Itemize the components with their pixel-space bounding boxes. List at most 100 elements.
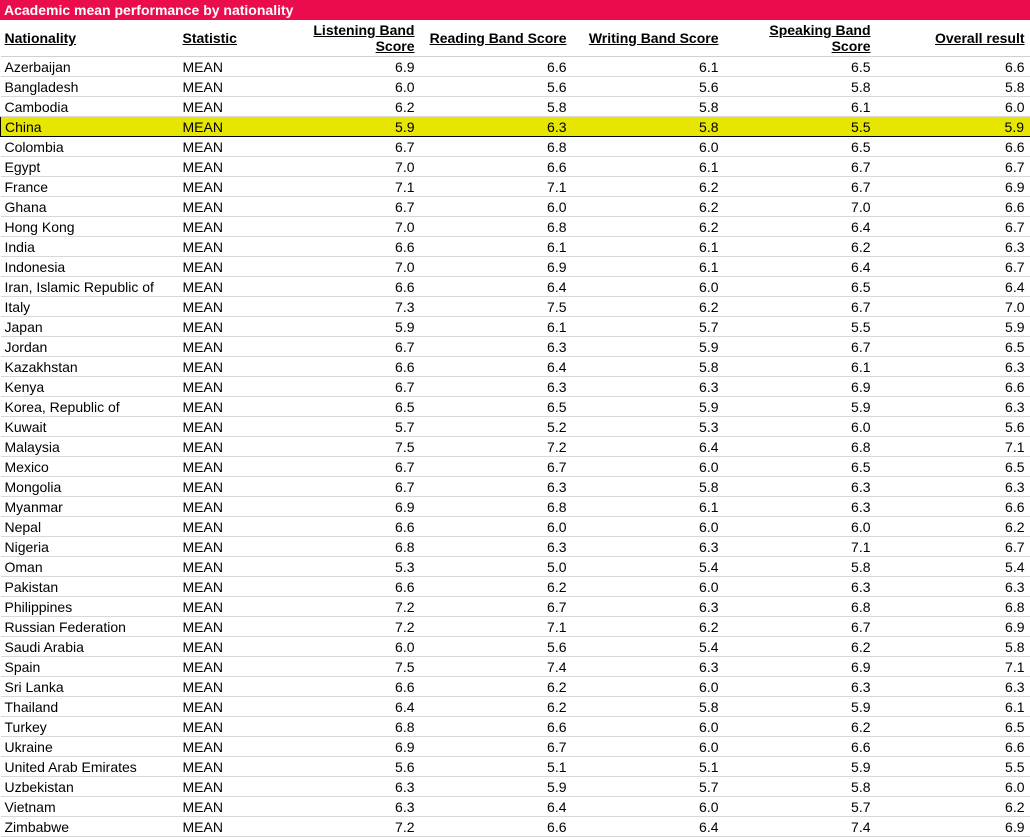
table-row: AzerbaijanMEAN6.96.66.16.56.6 (1, 57, 1030, 77)
table-row: Iran, Islamic Republic ofMEAN6.66.46.06.… (1, 277, 1030, 297)
cell-overall: 5.4 (877, 557, 1030, 577)
cell-speaking: 6.7 (725, 617, 877, 637)
cell-nationality: China (1, 117, 179, 137)
col-header-listening: Listening Band Score (269, 20, 421, 57)
table-row: Sri LankaMEAN6.66.26.06.36.3 (1, 677, 1030, 697)
cell-speaking: 5.8 (725, 557, 877, 577)
cell-speaking: 6.7 (725, 177, 877, 197)
cell-reading: 6.2 (421, 697, 573, 717)
cell-writing: 6.0 (573, 457, 725, 477)
cell-statistic: MEAN (179, 117, 269, 137)
cell-statistic: MEAN (179, 597, 269, 617)
table-row: VietnamMEAN6.36.46.05.76.2 (1, 797, 1030, 817)
table-row: ThailandMEAN6.46.25.85.96.1 (1, 697, 1030, 717)
cell-nationality: Colombia (1, 137, 179, 157)
cell-listening: 6.6 (269, 237, 421, 257)
cell-speaking: 6.4 (725, 257, 877, 277)
cell-speaking: 6.3 (725, 497, 877, 517)
cell-speaking: 6.7 (725, 297, 877, 317)
cell-nationality: Russian Federation (1, 617, 179, 637)
col-header-overall: Overall result (877, 20, 1030, 57)
cell-nationality: Jordan (1, 337, 179, 357)
cell-overall: 6.1 (877, 697, 1030, 717)
table-row: NepalMEAN6.66.06.06.06.2 (1, 517, 1030, 537)
cell-nationality: India (1, 237, 179, 257)
cell-reading: 6.7 (421, 737, 573, 757)
cell-listening: 6.8 (269, 537, 421, 557)
cell-speaking: 6.8 (725, 437, 877, 457)
cell-writing: 5.4 (573, 637, 725, 657)
cell-writing: 5.4 (573, 557, 725, 577)
cell-overall: 6.3 (877, 477, 1030, 497)
cell-reading: 6.3 (421, 337, 573, 357)
cell-nationality: Iran, Islamic Republic of (1, 277, 179, 297)
cell-reading: 6.3 (421, 537, 573, 557)
table-row: ColombiaMEAN6.76.86.06.56.6 (1, 137, 1030, 157)
table-row: PakistanMEAN6.66.26.06.36.3 (1, 577, 1030, 597)
cell-nationality: Kazakhstan (1, 357, 179, 377)
cell-speaking: 6.2 (725, 237, 877, 257)
cell-reading: 6.4 (421, 357, 573, 377)
cell-nationality: Saudi Arabia (1, 637, 179, 657)
cell-statistic: MEAN (179, 377, 269, 397)
cell-statistic: MEAN (179, 737, 269, 757)
cell-reading: 6.7 (421, 597, 573, 617)
cell-overall: 5.5 (877, 757, 1030, 777)
cell-nationality: Vietnam (1, 797, 179, 817)
cell-statistic: MEAN (179, 337, 269, 357)
col-header-reading: Reading Band Score (421, 20, 573, 57)
cell-overall: 6.5 (877, 717, 1030, 737)
table-row: Saudi ArabiaMEAN6.05.65.46.25.8 (1, 637, 1030, 657)
table-row: KuwaitMEAN5.75.25.36.05.6 (1, 417, 1030, 437)
cell-statistic: MEAN (179, 97, 269, 117)
table-row: ZimbabweMEAN7.26.66.47.46.9 (1, 817, 1030, 837)
cell-nationality: Bangladesh (1, 77, 179, 97)
cell-overall: 5.8 (877, 77, 1030, 97)
table-row: NigeriaMEAN6.86.36.37.16.7 (1, 537, 1030, 557)
cell-listening: 6.7 (269, 457, 421, 477)
cell-writing: 6.1 (573, 57, 725, 77)
cell-statistic: MEAN (179, 537, 269, 557)
cell-statistic: MEAN (179, 577, 269, 597)
cell-statistic: MEAN (179, 317, 269, 337)
cell-speaking: 5.9 (725, 697, 877, 717)
cell-nationality: Zimbabwe (1, 817, 179, 837)
cell-reading: 5.6 (421, 637, 573, 657)
cell-overall: 5.9 (877, 117, 1030, 137)
cell-reading: 6.3 (421, 477, 573, 497)
cell-nationality: Turkey (1, 717, 179, 737)
cell-writing: 6.0 (573, 717, 725, 737)
cell-statistic: MEAN (179, 277, 269, 297)
table-row: KazakhstanMEAN6.66.45.86.16.3 (1, 357, 1030, 377)
table-row: Russian FederationMEAN7.27.16.26.76.9 (1, 617, 1030, 637)
cell-writing: 6.3 (573, 657, 725, 677)
cell-speaking: 6.7 (725, 157, 877, 177)
cell-overall: 6.3 (877, 577, 1030, 597)
cell-listening: 6.0 (269, 77, 421, 97)
cell-listening: 5.6 (269, 757, 421, 777)
cell-statistic: MEAN (179, 437, 269, 457)
table-row: UzbekistanMEAN6.35.95.75.86.0 (1, 777, 1030, 797)
cell-speaking: 5.8 (725, 77, 877, 97)
cell-speaking: 6.3 (725, 677, 877, 697)
cell-statistic: MEAN (179, 217, 269, 237)
cell-statistic: MEAN (179, 517, 269, 537)
cell-overall: 7.0 (877, 297, 1030, 317)
cell-writing: 6.3 (573, 537, 725, 557)
cell-overall: 6.9 (877, 617, 1030, 637)
cell-nationality: Hong Kong (1, 217, 179, 237)
cell-statistic: MEAN (179, 77, 269, 97)
cell-nationality: Malaysia (1, 437, 179, 457)
cell-statistic: MEAN (179, 417, 269, 437)
cell-writing: 6.2 (573, 177, 725, 197)
cell-speaking: 6.2 (725, 637, 877, 657)
cell-overall: 6.6 (877, 197, 1030, 217)
cell-writing: 5.7 (573, 777, 725, 797)
cell-overall: 6.2 (877, 797, 1030, 817)
col-header-writing: Writing Band Score (573, 20, 725, 57)
cell-nationality: Azerbaijan (1, 57, 179, 77)
table-row: IndonesiaMEAN7.06.96.16.46.7 (1, 257, 1030, 277)
cell-writing: 6.3 (573, 377, 725, 397)
cell-listening: 6.7 (269, 197, 421, 217)
table-body: AzerbaijanMEAN6.96.66.16.56.6BangladeshM… (1, 57, 1030, 837)
